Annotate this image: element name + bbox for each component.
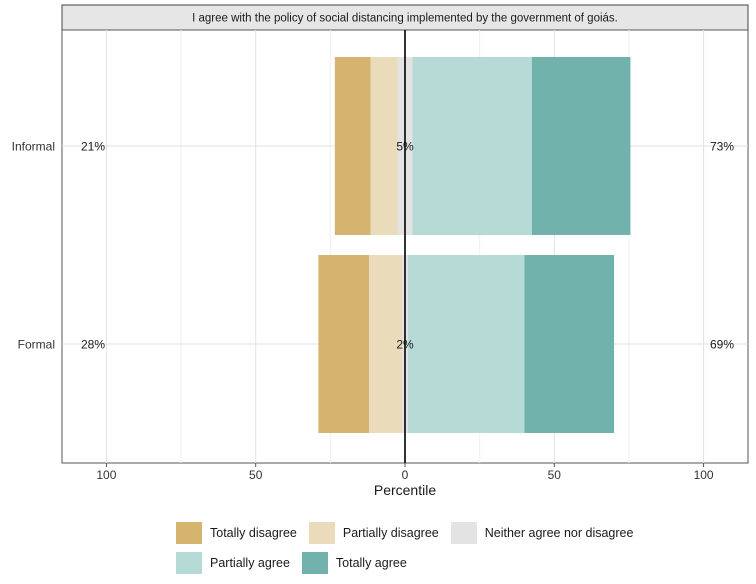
x-tick-label: 100: [96, 468, 116, 482]
legend-item-partially-disagree: Partially disagree: [308, 522, 439, 544]
pct-center-label: 2%: [396, 338, 414, 352]
pct-right-label: 69%: [710, 338, 734, 352]
pct-right-label: 73%: [710, 140, 734, 154]
chart-title: I agree with the policy of social distan…: [192, 13, 618, 25]
bar-segment: [407, 255, 525, 433]
legend-label: Partially agree: [210, 556, 290, 570]
legend-swatch: [176, 552, 202, 574]
legend-row: Totally disagree Partially disagree Neit…: [176, 518, 696, 548]
legend-label: Partially disagree: [342, 526, 439, 540]
bar-segment: [370, 57, 398, 235]
category-label: Formal: [18, 338, 55, 352]
legend-swatch: [301, 552, 328, 574]
bar-segment: [524, 255, 615, 433]
bar-segment: [369, 255, 403, 433]
category-label: Informal: [12, 140, 55, 154]
legend-item-neither: Neither agree nor disagree: [450, 522, 634, 544]
legend-item-totally-disagree: Totally disagree: [176, 522, 297, 544]
pct-center-label: 5%: [396, 140, 414, 154]
bar-segment: [334, 57, 371, 235]
legend-item-partially-agree: Partially agree: [176, 552, 290, 574]
x-axis-title: Percentile: [374, 482, 436, 498]
legend-row: Partially agree Totally agree: [176, 548, 696, 578]
pct-left-label: 28%: [81, 338, 105, 352]
legend-label: Neither agree nor disagree: [484, 526, 634, 540]
x-tick-label: 50: [548, 468, 562, 482]
legend: Totally disagree Partially disagree Neit…: [176, 518, 696, 578]
legend-swatch: [176, 522, 202, 544]
title-strip: [61, 4, 749, 31]
bar-segment: [412, 57, 532, 235]
pct-left-label: 21%: [81, 140, 105, 154]
x-tick-label: 50: [249, 468, 263, 482]
legend-label: Totally agree: [335, 556, 407, 570]
legend-label: Totally disagree: [210, 526, 297, 540]
legend-swatch: [450, 522, 477, 544]
legend-item-totally-agree: Totally agree: [301, 552, 407, 574]
bar-segment: [318, 255, 370, 433]
x-tick-label: 0: [402, 468, 409, 482]
legend-swatch: [308, 522, 335, 544]
bar-segment: [531, 57, 631, 235]
x-tick-label: 100: [694, 468, 714, 482]
